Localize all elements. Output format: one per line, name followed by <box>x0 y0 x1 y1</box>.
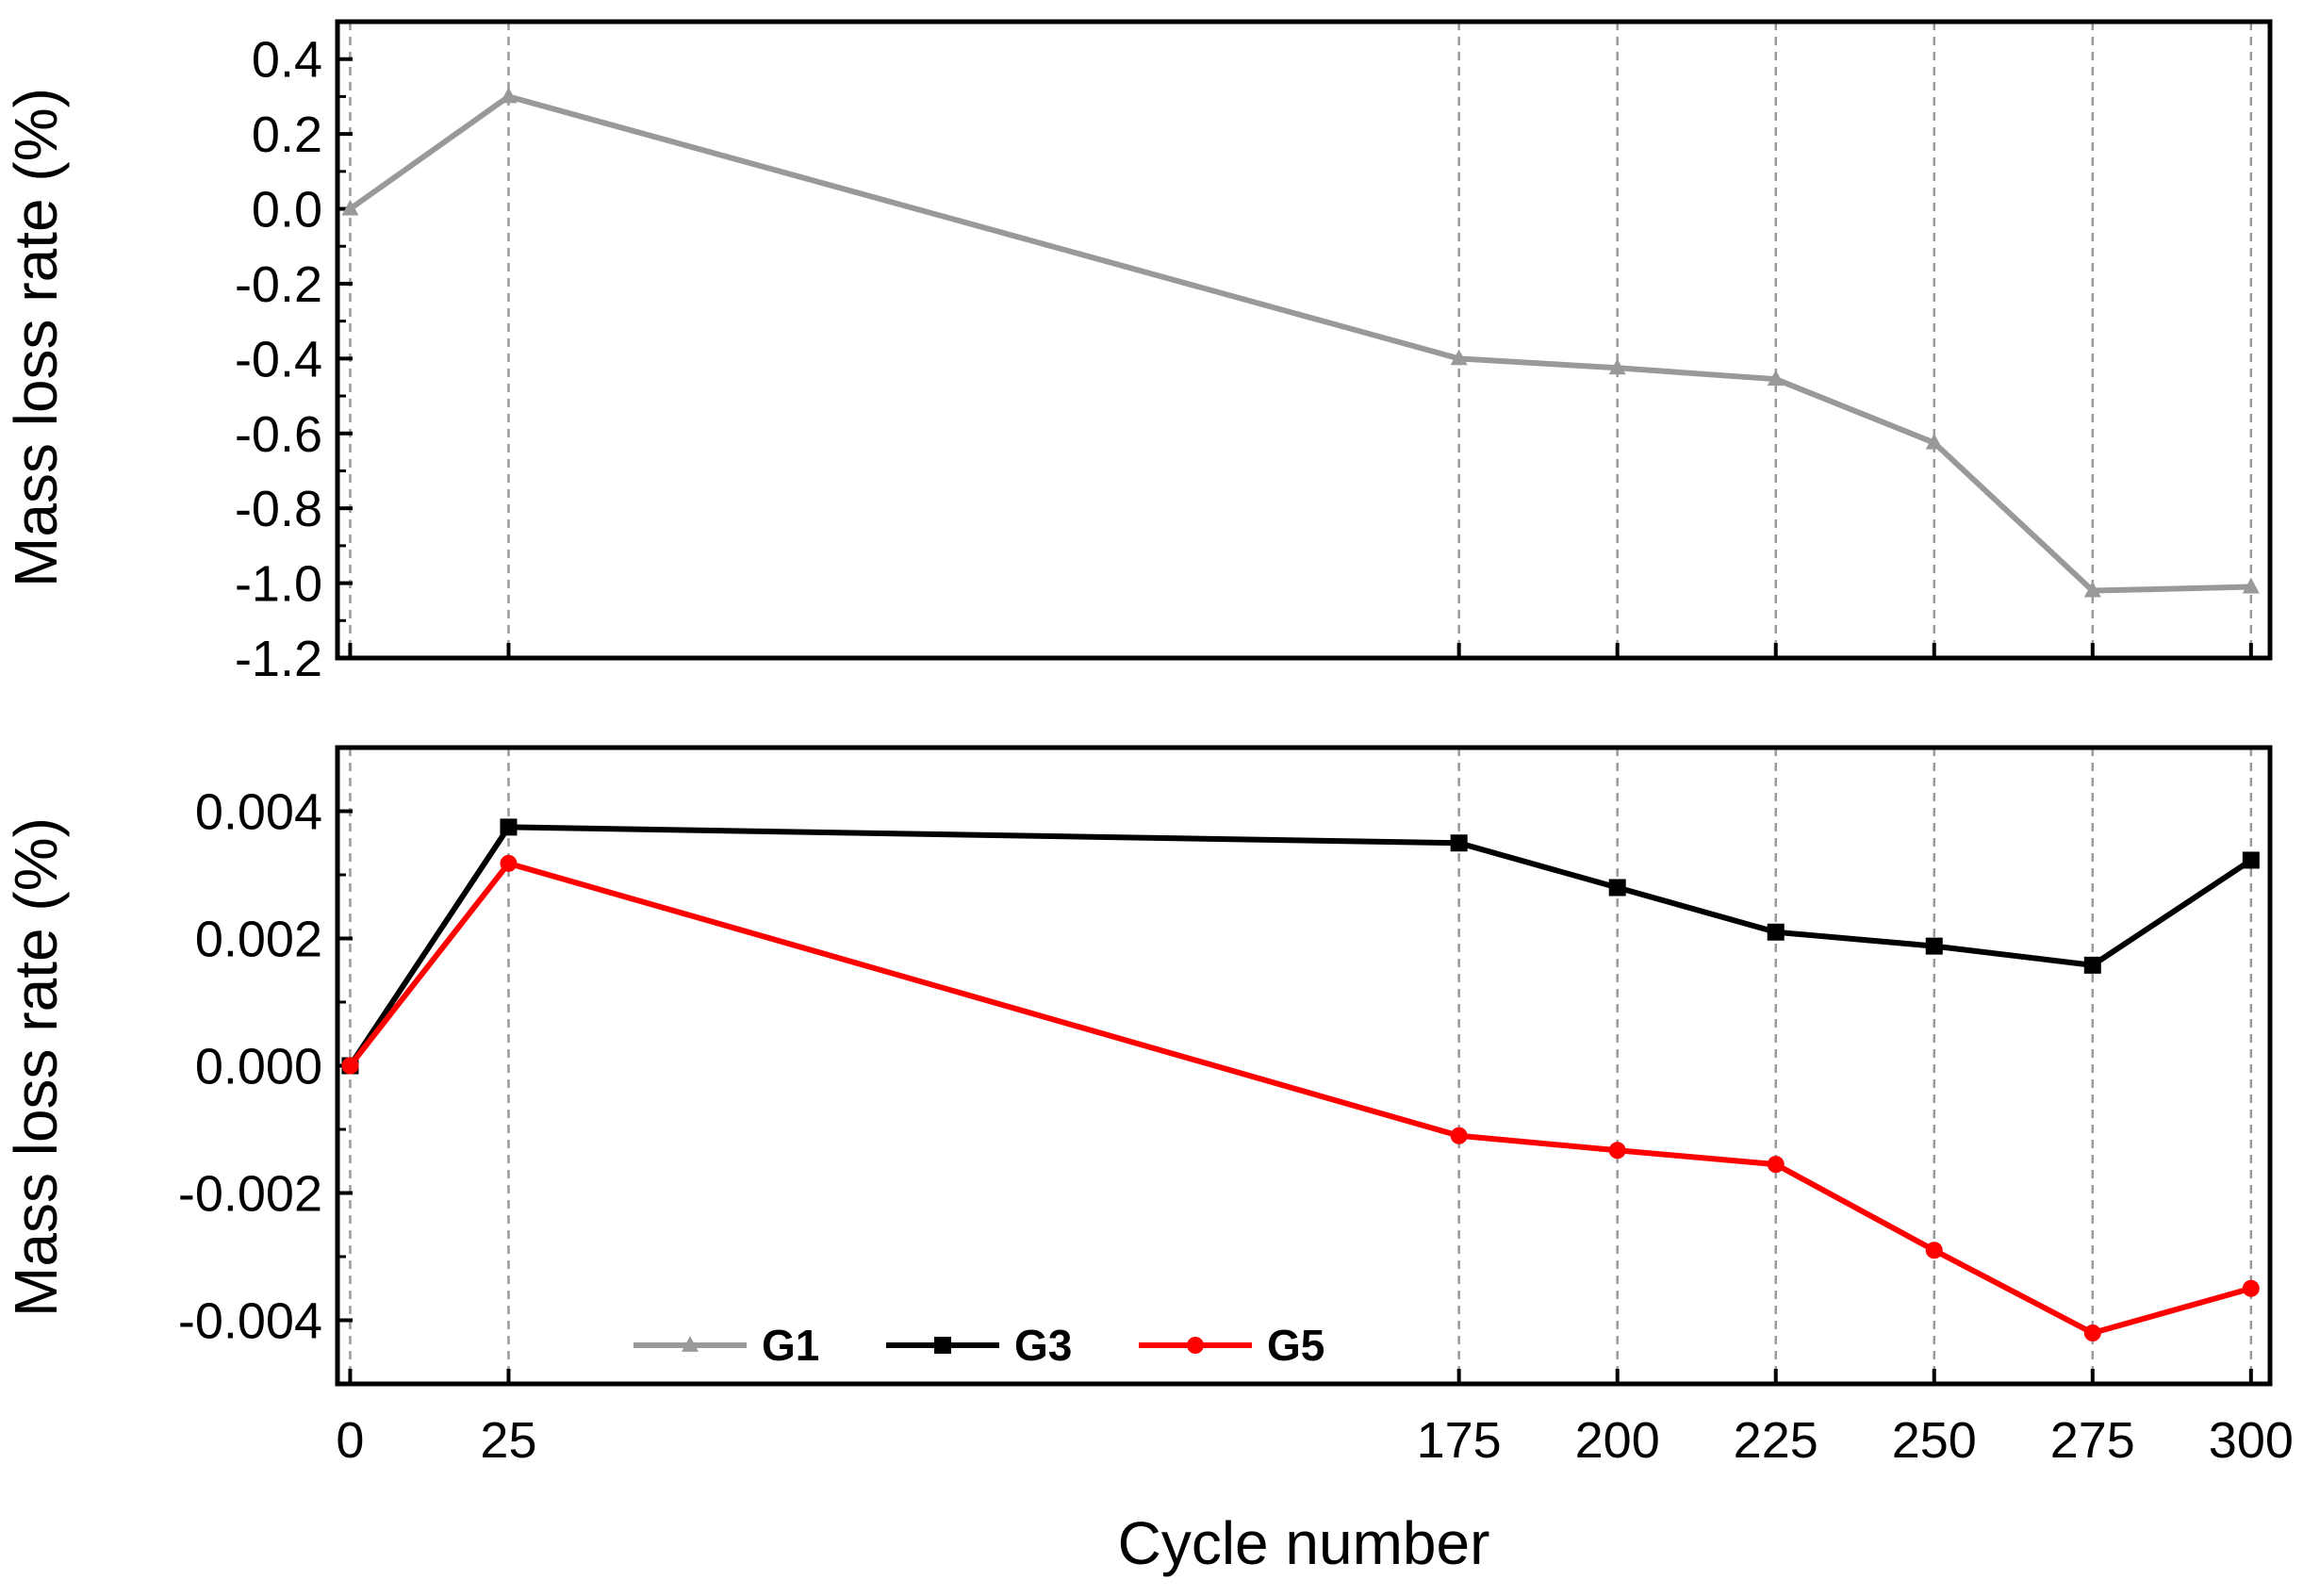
bottom-y-tick-label: 0.000 <box>195 1039 322 1095</box>
legend-label-G5: G5 <box>1267 1321 1324 1370</box>
bottom-panel: 0.004 0.002 0.000 -0.002 -0.004 0 25 175 200 225 2… <box>178 745 2294 1469</box>
bottom-plot-frame <box>335 745 2273 1387</box>
x-tick-label: 175 <box>1417 1412 1502 1469</box>
bottom-y-axis-label: Mass loss rate (%) <box>2 817 70 1317</box>
top-y-tick-label: -0.2 <box>235 256 322 313</box>
top-plot-frame <box>335 19 2273 661</box>
top-y-tick-label: 0.2 <box>252 107 322 163</box>
legend-marker-G1 <box>682 1336 699 1352</box>
bottom-y-tick-label: -0.004 <box>178 1293 322 1350</box>
x-tick-label: 200 <box>1575 1412 1660 1469</box>
x-axis-label: Cycle number <box>1118 1509 1490 1577</box>
data-point-G1 <box>1450 349 1468 366</box>
data-point-G5 <box>1925 1242 1943 1259</box>
data-point-G1 <box>2242 577 2260 594</box>
top-y-tick-label: 0.0 <box>252 182 322 239</box>
bottom-y-tick-label: 0.004 <box>195 784 322 841</box>
x-tick-label: 25 <box>480 1412 536 1469</box>
data-point-G3 <box>1767 923 1785 941</box>
data-point-G1 <box>341 199 359 216</box>
data-point-G3 <box>1608 879 1626 897</box>
data-point-G5 <box>500 854 518 872</box>
data-point-G1 <box>1925 433 1943 450</box>
data-point-G5 <box>2242 1279 2260 1297</box>
data-point-G1 <box>500 87 518 104</box>
series-line-G3 <box>347 824 2253 1068</box>
data-point-G3 <box>500 818 518 836</box>
legend-marker-G3 <box>934 1337 951 1354</box>
bottom-y-tick-label: 0.002 <box>195 912 322 968</box>
top-y-tick-label: -0.6 <box>235 406 322 463</box>
x-tick-label: 300 <box>2209 1412 2294 1469</box>
top-y-tick-label: -0.4 <box>235 331 322 387</box>
top-y-tick-label: -1.0 <box>235 556 322 613</box>
series-line-G5 <box>348 860 2252 1336</box>
legend-label-G3: G3 <box>1014 1321 1072 1370</box>
legend: G1 G3 G5 <box>633 1321 1324 1370</box>
legend-label-G1: G1 <box>762 1321 819 1370</box>
data-point-G5 <box>1608 1142 1626 1160</box>
data-point-G5 <box>1450 1127 1468 1144</box>
bottom-y-tick-label: -0.002 <box>178 1166 322 1223</box>
top-y-axis-label: Mass loss rate (%) <box>2 88 70 587</box>
top-y-tick-label: -0.8 <box>235 481 322 537</box>
x-tick-label: 275 <box>2050 1412 2135 1469</box>
x-tick-label: 225 <box>1734 1412 1818 1469</box>
x-tick-label: 250 <box>1892 1412 1977 1469</box>
data-point-G5 <box>1767 1156 1785 1174</box>
legend-marker-G5 <box>1187 1337 1204 1354</box>
data-point-G5 <box>341 1057 359 1075</box>
data-point-G1 <box>2083 581 2101 598</box>
data-point-G1 <box>1767 370 1785 387</box>
data-point-G1 <box>1608 358 1626 375</box>
top-panel: 0.4 0.2 0.0 -0.2 -0.4 -0.6 -0.8 -1.0 -1.2 <box>235 19 2273 687</box>
x-tick-label: 0 <box>336 1412 364 1469</box>
top-y-tick-label: 0.4 <box>252 32 322 89</box>
series-line-G1 <box>348 93 2251 594</box>
data-point-G3 <box>2083 956 2101 974</box>
data-point-G3 <box>1450 834 1468 852</box>
top-y-tick-label: -1.2 <box>235 631 322 687</box>
data-point-G3 <box>1925 937 1943 955</box>
data-point-G5 <box>2083 1325 2101 1341</box>
data-point-G3 <box>2242 851 2260 869</box>
